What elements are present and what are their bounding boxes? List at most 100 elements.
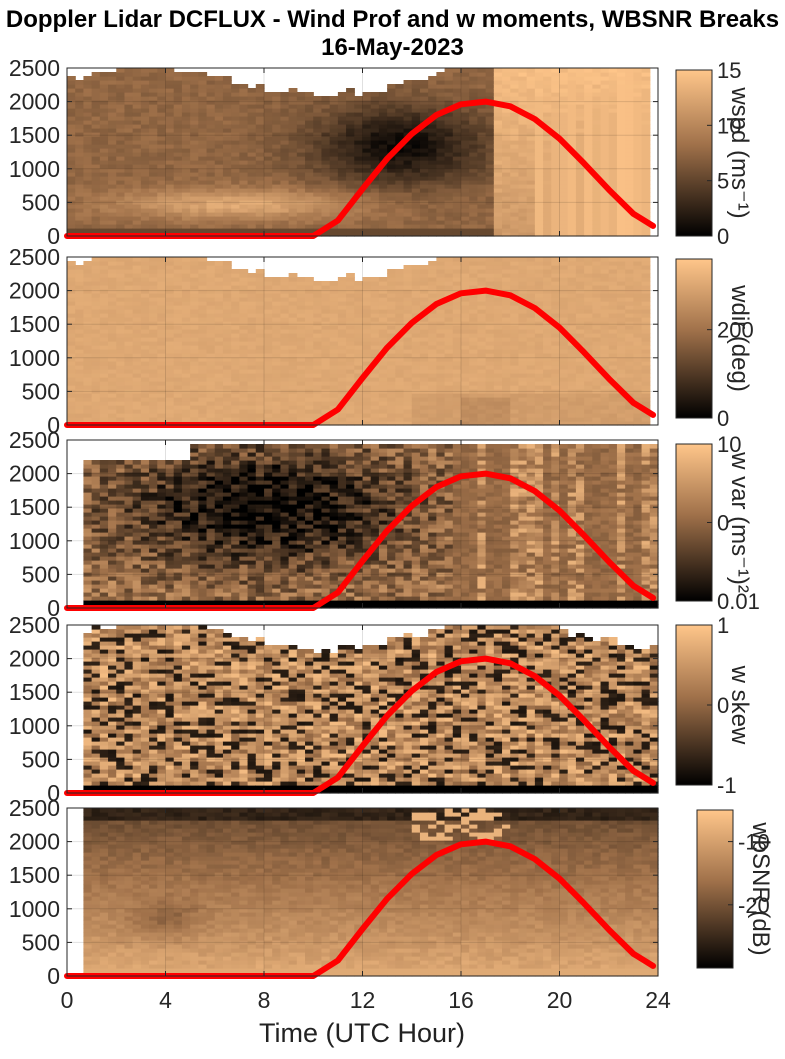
heatmap-cell [616,80,626,85]
heatmap-cell [584,88,593,93]
heatmap-cell [206,216,216,221]
heatmap-cells [67,257,651,426]
heatmap-cell [461,369,470,374]
heatmap-cell [461,357,470,362]
heatmap-cell [99,337,109,342]
heatmap-cell [124,100,134,105]
heatmap-cell [296,204,306,209]
heatmap-cell [190,269,199,274]
heatmap-cell [255,333,265,338]
heatmap-cell [493,92,503,97]
heatmap-cell [296,389,306,394]
heatmap-cell [461,176,470,181]
heatmap-cell [99,132,109,137]
heatmap-cell [91,285,101,290]
heatmap-cell [477,401,487,406]
heatmap-cell [231,277,240,282]
heatmap-cell [222,265,232,270]
heatmap-cell [395,172,405,177]
heatmap-cell [387,381,396,386]
heatmap-cell [214,156,224,161]
heatmap-cell [559,120,569,125]
heatmap-cell [222,385,232,390]
heatmap-cell [387,144,396,149]
heatmap-cell [222,361,232,366]
heatmap-cell [173,277,183,282]
heatmap-cell [280,345,290,350]
heatmap-cell [419,220,429,225]
heatmap-cell [157,128,167,133]
heatmap-cell [387,401,396,406]
heatmap-cell [616,108,626,113]
heatmap-cell [575,188,585,193]
heatmap-cell [592,124,602,129]
heatmap-cell [239,200,249,205]
heatmap-cell [321,357,331,362]
heatmap-cell [247,204,257,209]
heatmap-cell [346,413,355,418]
heatmap-cell [354,353,364,358]
heatmap-cell [124,261,134,266]
heatmap-cell [559,68,569,73]
heatmap-cell [255,88,265,93]
heatmap-cell [534,72,544,77]
heatmap-cell [280,413,290,418]
heatmap-cell [567,120,577,125]
heatmap-cell [296,325,306,330]
heatmap-cell [91,188,101,193]
heatmap-cell [600,112,610,117]
heatmap-cell [567,88,577,93]
heatmap-cell [222,200,232,205]
heatmap-cell [173,220,183,225]
heatmap-cell [559,220,569,225]
heatmap-cell [428,285,437,290]
heatmap-cell [214,216,224,221]
heatmap-cell [198,337,208,342]
heatmap-cell [190,188,199,193]
heatmap-cell [296,333,306,338]
heatmap-cell [305,389,314,394]
heatmap-cell [485,377,495,382]
heatmap-cell [387,120,396,125]
heatmap-cell [206,269,216,274]
heatmap-cell [600,128,610,133]
heatmap-cell [625,76,634,81]
heatmap-cell [419,172,429,177]
heatmap-cell [575,80,585,85]
heatmap-cell [280,180,290,185]
heatmap-cell [575,128,585,133]
heatmap-cell [132,401,142,406]
heatmap-cell [280,100,290,105]
heatmap-cell [469,305,479,310]
heatmap-cell [403,172,413,177]
heatmap-cell [239,120,249,125]
heatmap-cell [395,301,405,306]
heatmap-cell [625,96,634,101]
heatmap-cell [337,188,347,193]
heatmap-cell [641,148,651,153]
heatmap-cell [510,176,520,181]
heatmap-cell [132,180,142,185]
heatmap-cell [395,104,405,109]
heatmap-cell [305,144,314,149]
heatmap-cell [91,224,101,229]
heatmap-cell [584,96,593,101]
heatmap-cell [165,152,175,157]
heatmap-cell [239,168,249,173]
heatmap-cell [140,313,150,318]
heatmap-cell [337,377,347,382]
heatmap-cell [181,273,191,278]
heatmap-cell [411,100,421,105]
heatmap-cell [362,192,372,197]
heatmap-cell [321,200,331,205]
heatmap-cell [67,128,76,133]
heatmap-cell [264,224,273,229]
heatmap-cell [633,108,643,113]
heatmap-cell [419,305,429,310]
heatmap-cell [551,68,561,73]
heatmap-cell [378,317,388,322]
heatmap-cell [518,76,528,81]
heatmap-cell [477,68,487,73]
heatmap-cell [354,220,364,225]
heatmap-cell [140,393,150,398]
